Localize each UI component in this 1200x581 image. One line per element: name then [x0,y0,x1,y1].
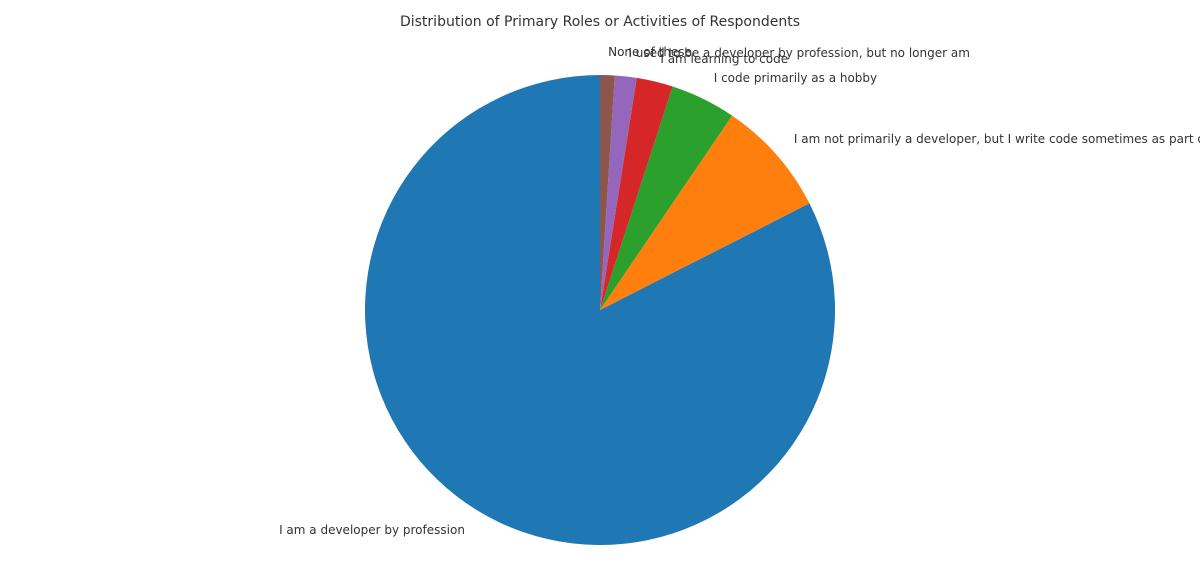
pie-chart [0,0,1200,581]
pie-slice-label: I am not primarily a developer, but I wr… [794,132,1200,146]
pie-slice-label: I am a developer by profession [279,523,465,537]
pie-chart-container: Distribution of Primary Roles or Activit… [0,0,1200,581]
pie-slice-label: I code primarily as a hobby [714,71,877,85]
chart-title: Distribution of Primary Roles or Activit… [0,14,1200,30]
pie-slice-label: None of these [608,45,692,59]
